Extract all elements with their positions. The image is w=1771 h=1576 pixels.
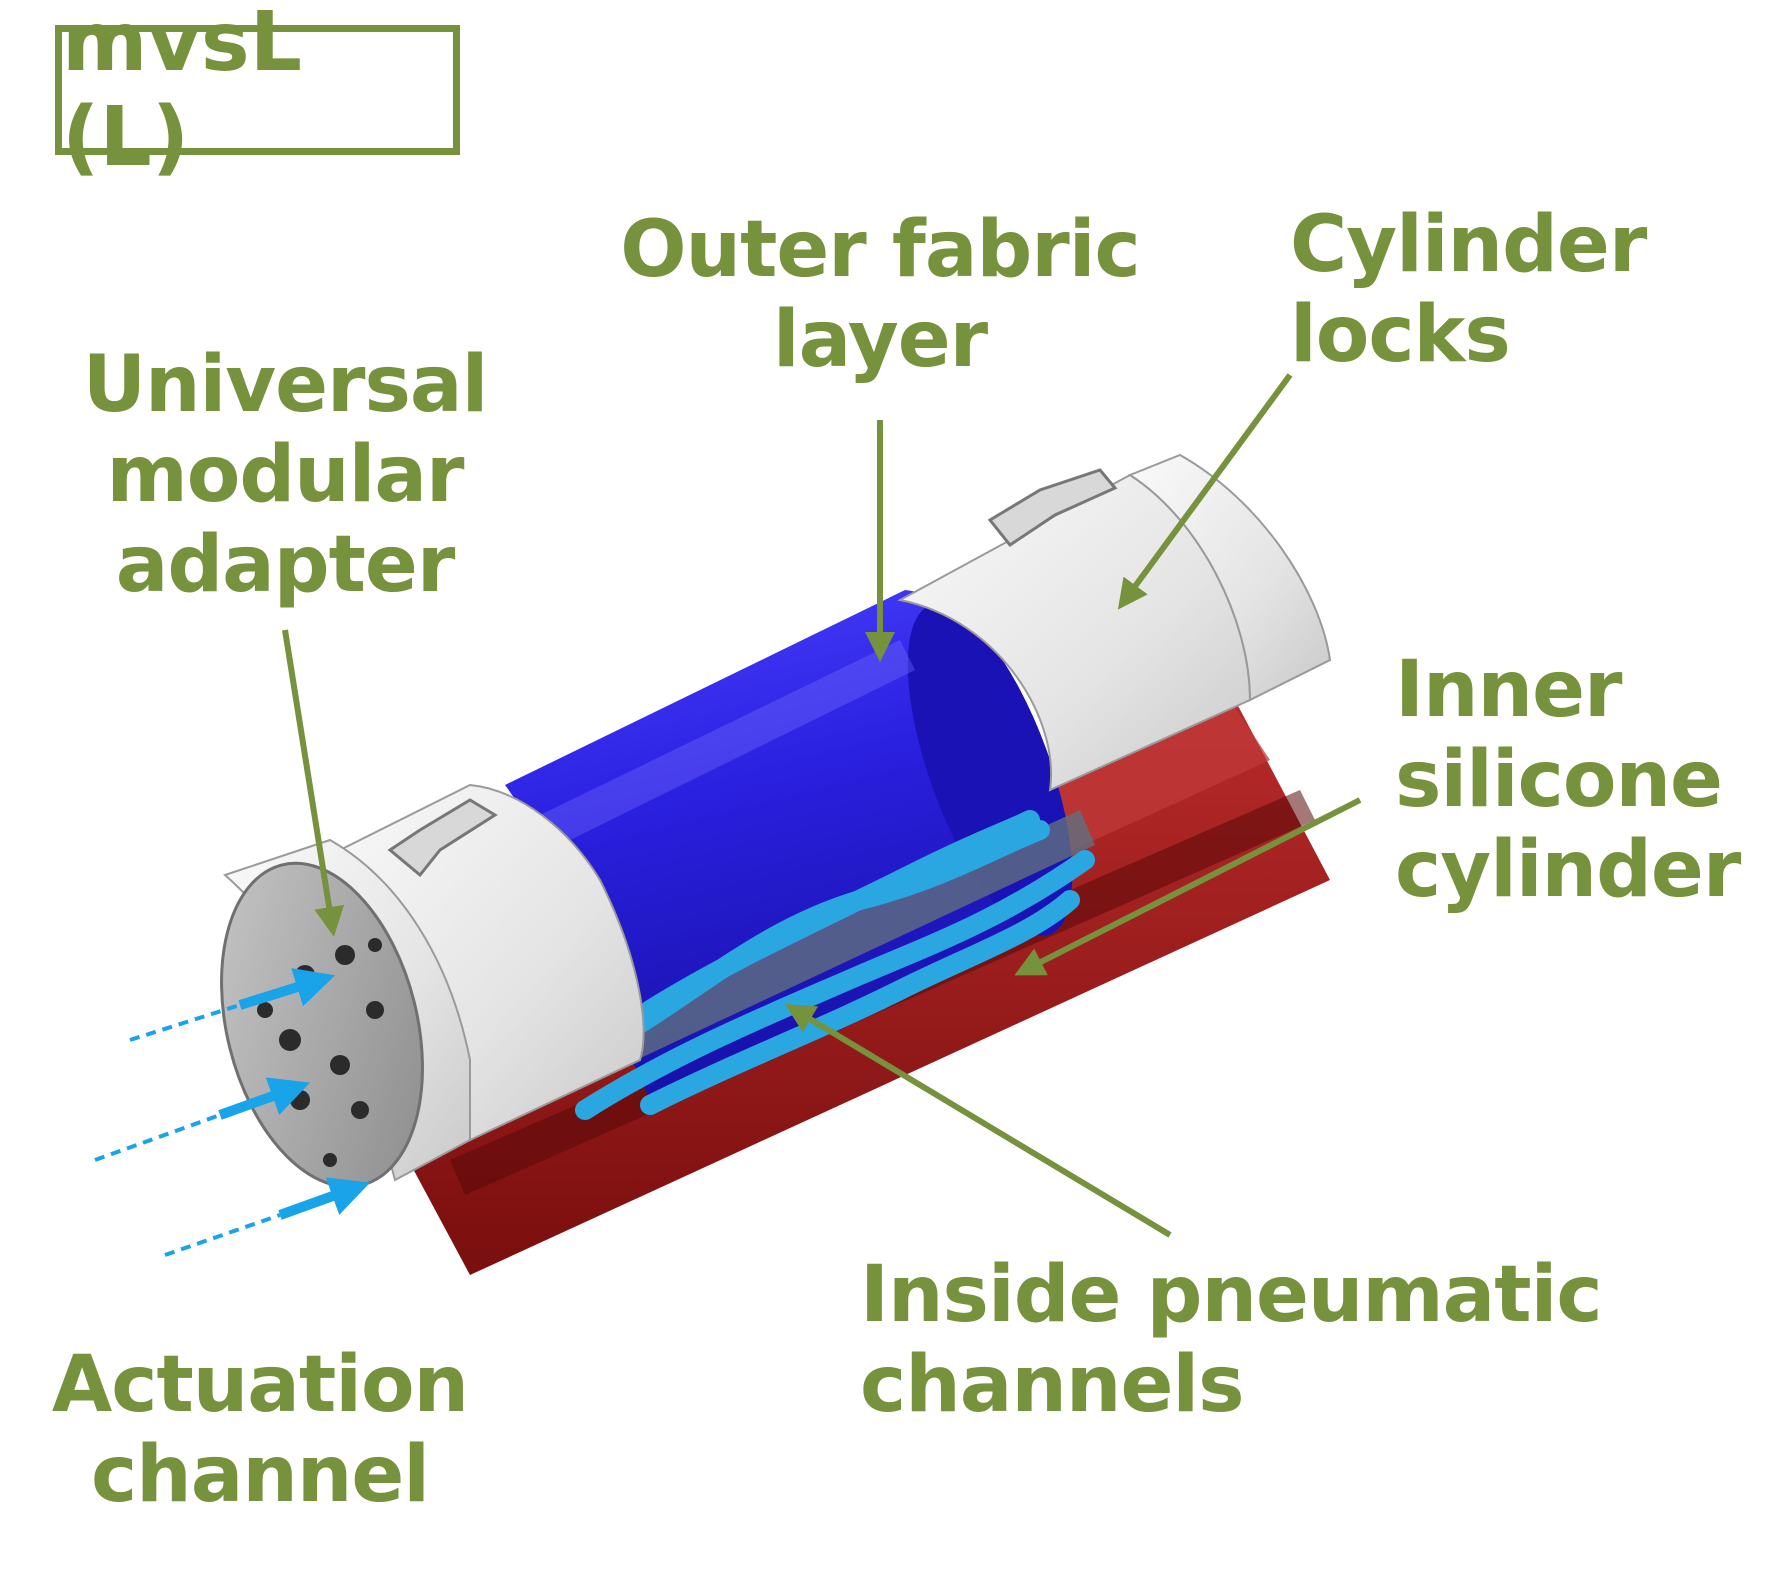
label-inner-silicone-cylinder: Inner silicone cylinder	[1395, 645, 1741, 915]
left-lock-clasp	[387, 798, 498, 878]
right-adapter-ring	[1127, 453, 1332, 702]
adapter-hole	[351, 1101, 369, 1119]
arrow-cylinder-locks	[1117, 373, 1293, 610]
adapter-hole	[366, 1001, 384, 1019]
label-inside-pneumatic-channels: Inside pneumatic channels	[860, 1250, 1603, 1430]
actuation-dash-3	[164, 1213, 281, 1257]
right-lock-clasp	[987, 468, 1118, 548]
pneumatic-channels	[575, 810, 1095, 1120]
adapter-hole	[330, 1055, 350, 1075]
adapter-hole	[279, 1029, 301, 1051]
actuation-arrow-2	[218, 1077, 311, 1120]
adapter-hole	[323, 1153, 337, 1167]
actuation-arrows	[94, 968, 371, 1257]
pneumatic-channel-2	[575, 850, 1095, 1120]
label-cylinder-locks: Cylinder locks	[1290, 200, 1647, 380]
pneumatic-channel-3	[640, 890, 1080, 1115]
actuation-arrow-3	[278, 1177, 371, 1220]
label-arrows	[282, 373, 1362, 1238]
adapter-hole	[368, 938, 382, 952]
inner-core	[600, 810, 1095, 1070]
actuation-arrow-1	[238, 968, 336, 1010]
adapter-hole	[257, 1002, 273, 1018]
pneumatic-channel-4	[640, 810, 1040, 1020]
fabric-highlight	[540, 640, 915, 845]
label-actuation-channel: Actuation channel	[51, 1340, 469, 1520]
label-outer-fabric-layer: Outer fabric layer	[620, 205, 1141, 385]
actuation-dash-2	[94, 1113, 221, 1162]
label-universal-modular-adapter: Universal modular adapter	[82, 340, 489, 610]
adapter-hole	[335, 945, 355, 965]
arrow-inside-pneumatic	[784, 1003, 1172, 1238]
arrow-inner-silicone	[1014, 797, 1362, 976]
actuation-dash-1	[129, 1003, 241, 1042]
arrow-universal-adapter	[282, 629, 344, 937]
model-title: mvsL (L)	[62, 0, 302, 185]
model-title-box: mvsL (L)	[55, 0, 460, 185]
